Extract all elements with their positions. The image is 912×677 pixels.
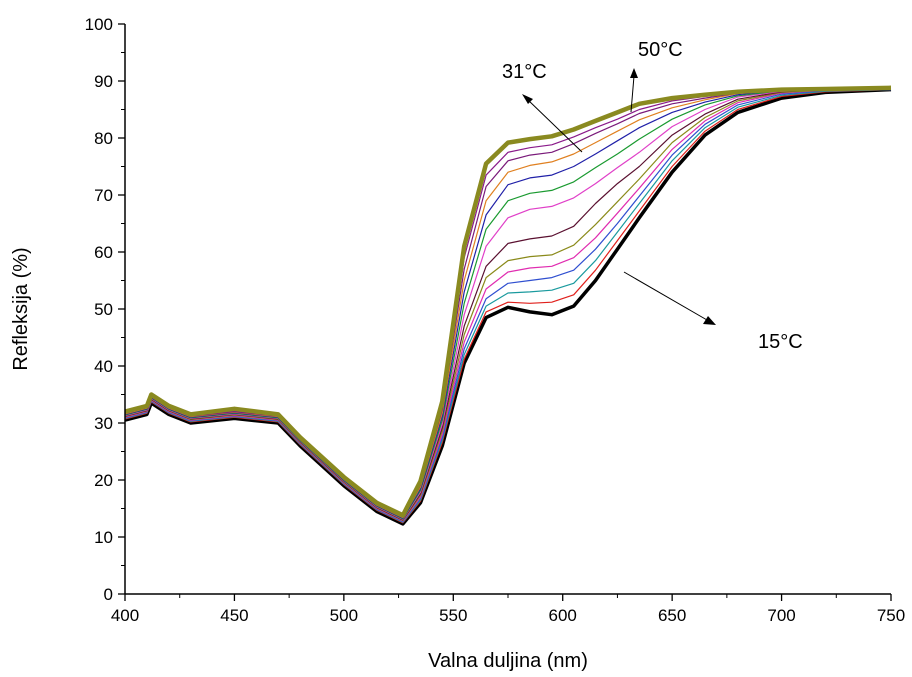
series-line-8 <box>124 88 892 520</box>
annotation-15c: 15°C <box>758 331 803 353</box>
y-tick-label: 10 <box>94 528 113 547</box>
arrowhead-50c <box>630 68 638 78</box>
arrowhead-15c <box>703 316 716 325</box>
y-tick-label: 0 <box>104 585 113 604</box>
annotations: 31°C 50°C 15°C <box>502 39 803 353</box>
series-line-1 <box>124 87 892 526</box>
arrowhead-31c <box>522 94 533 104</box>
y-tick-label: 20 <box>94 471 113 490</box>
arrow-15c <box>623 271 708 321</box>
y-tick-label: 70 <box>94 186 113 205</box>
x-tick-label: 500 <box>330 606 358 625</box>
x-tick-label: 650 <box>658 606 686 625</box>
y-tick-label: 50 <box>94 300 113 319</box>
series-line-6 <box>124 88 892 522</box>
series-line-5 <box>124 88 892 522</box>
series-line-7 <box>124 88 892 521</box>
x-tick-label: 400 <box>111 606 139 625</box>
y-tick-label: 40 <box>94 357 113 376</box>
arrow-31c <box>526 98 583 153</box>
annotation-50c: 50°C <box>638 39 683 61</box>
x-tick-label: 450 <box>220 606 248 625</box>
x-tick-label: 600 <box>549 606 577 625</box>
ticks: 400 450 500 550 600 650 700 750 0 10 20 30 40 50 60 70 8… <box>85 15 906 625</box>
y-tick-label: 100 <box>85 15 113 34</box>
x-axis-title: Valna duljina (nm) <box>428 650 588 672</box>
y-tick-label: 80 <box>94 129 113 148</box>
x-tick-label: 550 <box>439 606 467 625</box>
y-tick-label: 60 <box>94 243 113 262</box>
annotation-31c: 31°C <box>502 61 547 83</box>
y-tick-label: 30 <box>94 414 113 433</box>
y-tick-label: 90 <box>94 72 113 91</box>
x-tick-label: 700 <box>767 606 795 625</box>
arrow-50c <box>630 75 635 113</box>
x-tick-label: 750 <box>877 606 905 625</box>
series-layer <box>124 85 892 526</box>
series-line-14 <box>124 85 892 518</box>
y-axis-title: Refleksija (%) <box>10 247 32 370</box>
